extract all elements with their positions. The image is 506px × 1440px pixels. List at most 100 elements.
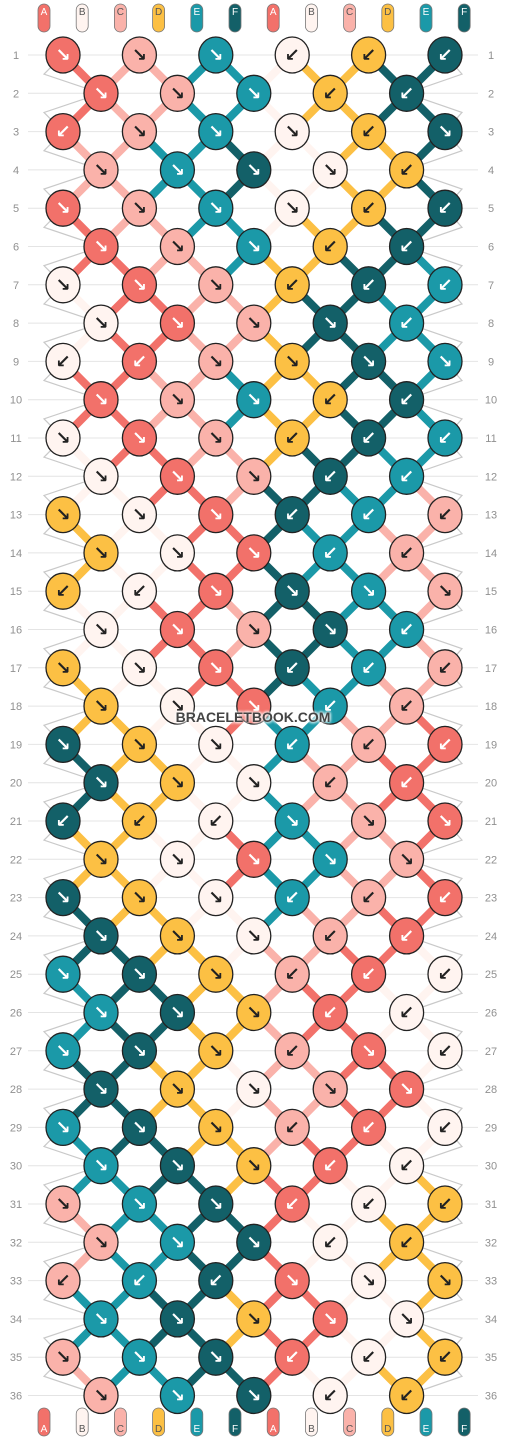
arrow-down-left-icon: ↙ [285, 45, 300, 66]
knot: ↘ [236, 764, 272, 802]
knot-ellipse [45, 495, 81, 534]
knot-ellipse [159, 1300, 196, 1338]
knot: ↙ [274, 649, 310, 687]
knot-ellipse [121, 112, 158, 151]
knot: ↙ [312, 993, 348, 1032]
knot: ↘ [121, 266, 158, 304]
arrow-down-right-icon: ↘ [361, 1041, 376, 1062]
arrow-down-left-icon: ↙ [323, 466, 338, 487]
arrow-down-right-icon: ↘ [246, 926, 261, 947]
knot-ellipse [159, 1376, 196, 1415]
knot: ↘ [236, 534, 272, 572]
knot-ellipse [83, 74, 119, 112]
knot-ellipse [312, 381, 348, 419]
strand-letter: E [193, 7, 200, 18]
knot: ↘ [236, 381, 272, 419]
knot: ↘ [45, 189, 81, 227]
knot-ellipse [121, 495, 158, 534]
row-number-left: 23 [10, 893, 22, 905]
knot-ellipse [236, 534, 272, 572]
knot-ellipse [350, 802, 387, 840]
knot: ↙ [388, 1223, 425, 1261]
knot-ellipse [236, 1300, 272, 1338]
knot: ↘ [83, 304, 119, 342]
knot-ellipse [83, 304, 119, 342]
knot-ellipse [83, 993, 119, 1032]
row-number-left: 30 [10, 1161, 22, 1173]
knot: ↘ [312, 304, 348, 342]
arrow-down-left-icon: ↙ [437, 505, 452, 526]
knot-ellipse [312, 457, 348, 495]
row-number-right: 34 [485, 1314, 497, 1326]
knot-ellipse [198, 725, 234, 764]
knot: ↙ [312, 74, 348, 112]
knot-ellipse [159, 457, 196, 495]
arrow-down-right-icon: ↘ [55, 658, 70, 679]
knot: ↘ [83, 227, 119, 266]
row-number-right: 28 [485, 1084, 497, 1096]
knot: ↘ [388, 1300, 425, 1338]
knot: ↘ [198, 189, 234, 227]
strand-tab-D [381, 1407, 395, 1437]
knot-ellipse [45, 802, 81, 840]
knot-ellipse [427, 955, 463, 993]
knot: ↘ [45, 725, 81, 764]
knot: ↙ [312, 1223, 348, 1261]
row-number-right: 5 [488, 203, 494, 215]
strand-tab-B [304, 1407, 318, 1437]
knot-ellipse [83, 1070, 119, 1108]
knot-ellipse [159, 917, 196, 955]
knot-ellipse [159, 1147, 196, 1185]
knot: ↘ [159, 764, 196, 802]
row-number-right: 7 [488, 280, 494, 292]
knot-ellipse [427, 1261, 463, 1300]
knot: ↘ [45, 495, 81, 534]
knot-ellipse [427, 1185, 463, 1223]
arrow-down-left-icon: ↙ [437, 1117, 452, 1138]
arrow-down-right-icon: ↘ [132, 888, 147, 909]
knot: ↘ [45, 1108, 81, 1147]
row-number-right: 29 [485, 1122, 497, 1134]
arrow-down-right-icon: ↘ [399, 1079, 414, 1100]
knot-ellipse [312, 151, 348, 189]
arrow-down-right-icon: ↘ [437, 351, 452, 372]
arrow-down-right-icon: ↘ [246, 1079, 261, 1100]
row-number-left: 8 [13, 318, 19, 330]
arrow-down-right-icon: ↘ [399, 849, 414, 870]
knot-ellipse [198, 1261, 234, 1300]
row-number-left: 6 [13, 242, 19, 254]
knot: ↘ [388, 840, 425, 878]
knot-ellipse [274, 36, 310, 74]
arrow-down-left-icon: ↙ [323, 1386, 338, 1407]
arrow-down-right-icon: ↘ [246, 1156, 261, 1177]
knot-ellipse [236, 1147, 272, 1185]
knot-ellipse [427, 802, 463, 840]
knot: ↘ [83, 917, 119, 955]
strand-letter: A [41, 1424, 48, 1435]
knot: ↘ [121, 189, 158, 227]
knot: ↙ [427, 1108, 463, 1147]
knot-ellipse [45, 36, 81, 74]
knot-ellipse [350, 419, 387, 457]
knot-ellipse [159, 1070, 196, 1108]
knot-ellipse [236, 993, 272, 1032]
knot-ellipse [274, 649, 310, 687]
row-number-right: 24 [485, 931, 497, 943]
knot: ↘ [236, 457, 272, 495]
knot-ellipse [121, 266, 158, 304]
knot-ellipse [388, 534, 425, 572]
knot-ellipse [198, 112, 234, 151]
knot: ↘ [236, 610, 272, 649]
knot: ↘ [312, 151, 348, 189]
row-number-right: 15 [485, 586, 497, 598]
knot: ↙ [388, 993, 425, 1032]
knot-ellipse [350, 189, 387, 227]
knot: ↘ [83, 74, 119, 112]
knot: ↘ [427, 1261, 463, 1300]
arrow-down-right-icon: ↘ [170, 849, 185, 870]
knot: ↘ [198, 1338, 234, 1376]
knot-ellipse [388, 687, 425, 725]
arrow-down-left-icon: ↙ [399, 390, 414, 411]
knot-ellipse [198, 1185, 234, 1223]
row-number-left: 18 [10, 701, 22, 713]
